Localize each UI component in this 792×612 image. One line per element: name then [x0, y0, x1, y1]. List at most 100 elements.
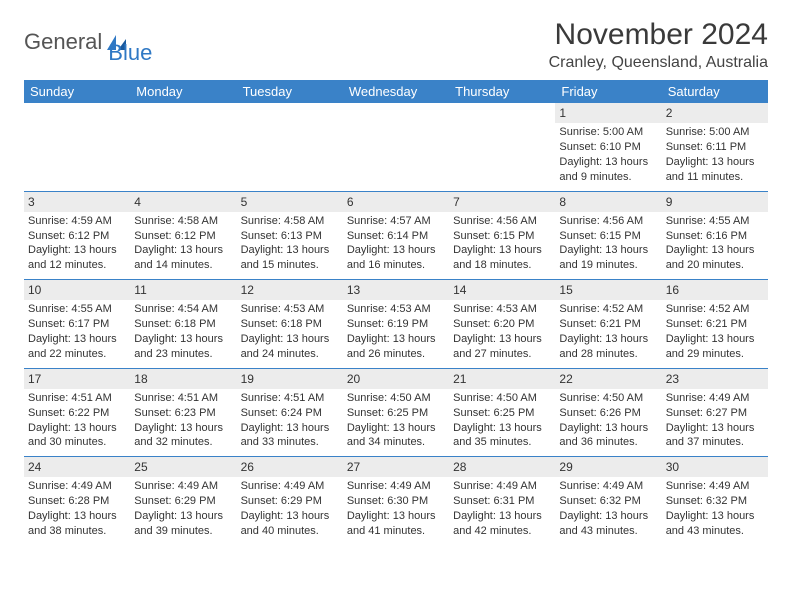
calendar-day-cell: 14Sunrise: 4:53 AMSunset: 6:20 PMDayligh… [449, 280, 555, 369]
sunrise-line: Sunrise: 4:49 AM [666, 391, 764, 406]
day-body: Sunrise: 4:54 AMSunset: 6:18 PMDaylight:… [130, 300, 236, 367]
title-block: November 2024 Cranley, Queensland, Austr… [549, 18, 768, 72]
day-body: Sunrise: 4:55 AMSunset: 6:16 PMDaylight:… [662, 212, 768, 279]
day-number: 1 [555, 103, 661, 123]
calendar-day-cell [237, 103, 343, 191]
daylight-line: Daylight: 13 hours and 23 minutes. [134, 332, 232, 362]
sunset-line: Sunset: 6:25 PM [453, 406, 551, 421]
day-number: 29 [555, 457, 661, 477]
calendar-day-cell: 11Sunrise: 4:54 AMSunset: 6:18 PMDayligh… [130, 280, 236, 369]
sunrise-line: Sunrise: 4:49 AM [347, 479, 445, 494]
calendar-day-cell: 6Sunrise: 4:57 AMSunset: 6:14 PMDaylight… [343, 191, 449, 280]
day-number: 3 [24, 192, 130, 212]
daylight-line: Daylight: 13 hours and 28 minutes. [559, 332, 657, 362]
sunrise-line: Sunrise: 4:56 AM [559, 214, 657, 229]
day-number: 20 [343, 369, 449, 389]
calendar-week-row: 3Sunrise: 4:59 AMSunset: 6:12 PMDaylight… [24, 191, 768, 280]
sunrise-line: Sunrise: 4:52 AM [559, 302, 657, 317]
sunset-line: Sunset: 6:31 PM [453, 494, 551, 509]
day-body: Sunrise: 4:53 AMSunset: 6:18 PMDaylight:… [237, 300, 343, 367]
day-body: Sunrise: 4:50 AMSunset: 6:26 PMDaylight:… [555, 389, 661, 456]
daylight-line: Daylight: 13 hours and 29 minutes. [666, 332, 764, 362]
day-header-row: SundayMondayTuesdayWednesdayThursdayFrid… [24, 80, 768, 103]
logo-text-general: General [24, 29, 102, 55]
sunrise-line: Sunrise: 4:49 AM [241, 479, 339, 494]
day-number: 8 [555, 192, 661, 212]
daylight-line: Daylight: 13 hours and 32 minutes. [134, 421, 232, 451]
logo: General Blue [24, 18, 152, 66]
day-body: Sunrise: 4:49 AMSunset: 6:30 PMDaylight:… [343, 477, 449, 544]
sunrise-line: Sunrise: 4:59 AM [28, 214, 126, 229]
sunrise-line: Sunrise: 4:51 AM [134, 391, 232, 406]
day-number: 7 [449, 192, 555, 212]
sunrise-line: Sunrise: 4:49 AM [666, 479, 764, 494]
day-body: Sunrise: 4:52 AMSunset: 6:21 PMDaylight:… [555, 300, 661, 367]
calendar-week-row: 17Sunrise: 4:51 AMSunset: 6:22 PMDayligh… [24, 368, 768, 457]
day-body: Sunrise: 4:53 AMSunset: 6:19 PMDaylight:… [343, 300, 449, 367]
daylight-line: Daylight: 13 hours and 12 minutes. [28, 243, 126, 273]
day-header: Thursday [449, 80, 555, 103]
sunset-line: Sunset: 6:29 PM [241, 494, 339, 509]
calendar-day-cell: 13Sunrise: 4:53 AMSunset: 6:19 PMDayligh… [343, 280, 449, 369]
sunrise-line: Sunrise: 4:54 AM [134, 302, 232, 317]
calendar-day-cell: 2Sunrise: 5:00 AMSunset: 6:11 PMDaylight… [662, 103, 768, 191]
calendar-table: SundayMondayTuesdayWednesdayThursdayFrid… [24, 80, 768, 545]
calendar-day-cell: 28Sunrise: 4:49 AMSunset: 6:31 PMDayligh… [449, 457, 555, 545]
day-number: 22 [555, 369, 661, 389]
sunset-line: Sunset: 6:28 PM [28, 494, 126, 509]
calendar-day-cell: 8Sunrise: 4:56 AMSunset: 6:15 PMDaylight… [555, 191, 661, 280]
sunset-line: Sunset: 6:29 PM [134, 494, 232, 509]
daylight-line: Daylight: 13 hours and 33 minutes. [241, 421, 339, 451]
calendar-day-cell: 30Sunrise: 4:49 AMSunset: 6:32 PMDayligh… [662, 457, 768, 545]
sunrise-line: Sunrise: 4:49 AM [559, 479, 657, 494]
sunrise-line: Sunrise: 4:49 AM [134, 479, 232, 494]
daylight-line: Daylight: 13 hours and 37 minutes. [666, 421, 764, 451]
sunset-line: Sunset: 6:16 PM [666, 229, 764, 244]
sunrise-line: Sunrise: 4:52 AM [666, 302, 764, 317]
daylight-line: Daylight: 13 hours and 18 minutes. [453, 243, 551, 273]
sunrise-line: Sunrise: 4:50 AM [453, 391, 551, 406]
day-number: 11 [130, 280, 236, 300]
sunrise-line: Sunrise: 4:50 AM [559, 391, 657, 406]
calendar-week-row: 24Sunrise: 4:49 AMSunset: 6:28 PMDayligh… [24, 457, 768, 545]
day-header: Monday [130, 80, 236, 103]
sunrise-line: Sunrise: 4:51 AM [241, 391, 339, 406]
sunset-line: Sunset: 6:21 PM [666, 317, 764, 332]
day-body: Sunrise: 4:51 AMSunset: 6:22 PMDaylight:… [24, 389, 130, 456]
sunset-line: Sunset: 6:14 PM [347, 229, 445, 244]
calendar-day-cell: 16 Sunrise: 4:52 AMSunset: 6:21 PMDayligh… [662, 280, 768, 369]
daylight-line: Daylight: 13 hours and 22 minutes. [28, 332, 126, 362]
day-body: Sunrise: 4:50 AMSunset: 6:25 PMDaylight:… [449, 389, 555, 456]
calendar-day-cell: 26Sunrise: 4:49 AMSunset: 6:29 PMDayligh… [237, 457, 343, 545]
day-body: Sunrise: 4:51 AMSunset: 6:24 PMDaylight:… [237, 389, 343, 456]
sunset-line: Sunset: 6:26 PM [559, 406, 657, 421]
sunrise-line: Sunrise: 4:53 AM [347, 302, 445, 317]
sunset-line: Sunset: 6:10 PM [559, 140, 657, 155]
day-number: 16 [662, 280, 768, 300]
sunrise-line: Sunrise: 4:57 AM [347, 214, 445, 229]
daylight-line: Daylight: 13 hours and 43 minutes. [559, 509, 657, 539]
sunrise-line: Sunrise: 5:00 AM [666, 125, 764, 140]
calendar-body: 1 Sunrise: 5:00 AM Sunset: 6:10 PM Daylight… [24, 103, 768, 545]
day-body: Sunrise: 4:49 AMSunset: 6:29 PMDaylight:… [130, 477, 236, 544]
logo-text-blue: Blue [108, 40, 152, 66]
calendar-day-cell: 29Sunrise: 4:49 AMSunset: 6:32 PMDayligh… [555, 457, 661, 545]
sunrise-line: Sunrise: 4:51 AM [28, 391, 126, 406]
daylight-line: Daylight: 13 hours and 16 minutes. [347, 243, 445, 273]
sunset-line: Sunset: 6:22 PM [28, 406, 126, 421]
calendar-day-cell: 24Sunrise: 4:49 AMSunset: 6:28 PMDayligh… [24, 457, 130, 545]
day-body: Sunrise: 4:51 AMSunset: 6:23 PMDaylight:… [130, 389, 236, 456]
day-body: Sunrise: 4:59 AMSunset: 6:12 PMDaylight:… [24, 212, 130, 279]
daylight-line: Daylight: 13 hours and 20 minutes. [666, 243, 764, 273]
calendar-day-cell: 19Sunrise: 4:51 AMSunset: 6:24 PMDayligh… [237, 368, 343, 457]
day-body: Sunrise: 4:56 AMSunset: 6:15 PMDaylight:… [555, 212, 661, 279]
calendar-day-cell [130, 103, 236, 191]
sunset-line: Sunset: 6:27 PM [666, 406, 764, 421]
daylight-line: Daylight: 13 hours and 39 minutes. [134, 509, 232, 539]
sunrise-line: Sunrise: 4:58 AM [134, 214, 232, 229]
sunset-line: Sunset: 6:12 PM [28, 229, 126, 244]
sunset-line: Sunset: 6:17 PM [28, 317, 126, 332]
calendar-thead: SundayMondayTuesdayWednesdayThursdayFrid… [24, 80, 768, 103]
daylight-line: Daylight: 13 hours and 36 minutes. [559, 421, 657, 451]
daylight-line: Daylight: 13 hours and 15 minutes. [241, 243, 339, 273]
